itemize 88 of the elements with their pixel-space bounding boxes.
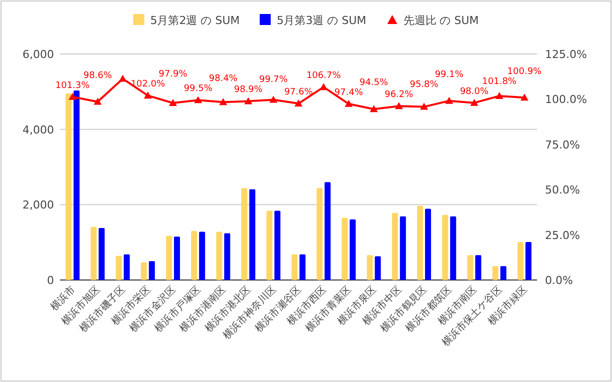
data-label: 98.0% [460,86,489,97]
data-label: 98.6% [83,70,112,81]
y2-tick-label: 25.0% [545,228,580,242]
data-label: 99.1% [434,70,464,80]
point [520,94,528,101]
bar [191,231,198,280]
bar [148,261,155,280]
bar [342,218,348,280]
bar [467,255,474,280]
point [168,98,177,106]
data-label: 100.9% [507,66,542,77]
bar [366,255,373,280]
y2-tick-label: 0.0% [545,274,573,287]
point [320,83,328,90]
bar [450,216,456,280]
bar [216,232,222,280]
point [420,102,428,110]
y-tick-label: 4,000 [22,123,54,136]
data-label: 95.8% [410,80,439,90]
legend-label: 5月第2週 の SUM [150,14,240,27]
data-label: 99.5% [184,84,213,94]
point [144,92,152,99]
point [344,100,353,107]
point [269,96,278,103]
data-label: 101.3% [55,80,90,91]
point [445,96,454,104]
data-label: 94.5% [360,78,389,88]
bar [66,94,72,280]
data-label: 97.9% [158,70,188,80]
point [118,74,127,82]
data-label: 96.2% [384,90,414,100]
bar [292,254,298,280]
bar [266,210,272,280]
data-label: 97.6% [284,88,314,98]
y-tick-label: 0 [47,274,54,287]
point [394,102,403,110]
y2-tick-label: 100.0% [545,93,587,106]
y2-tick-label: 50.0% [545,184,580,197]
bar [166,236,172,280]
bar [517,242,524,280]
bar [274,210,280,280]
bar [174,236,180,280]
data-label: 99.7% [259,75,288,86]
bar [241,188,248,280]
data-label: 98.9% [234,85,264,96]
legend-label: 5月第3週 の SUM [276,14,366,27]
bar [417,206,424,280]
point [370,105,378,112]
y-tick-label: 6,000 [22,48,54,61]
bar [392,212,398,280]
bar [316,188,323,280]
data-label: 106.7% [306,71,342,82]
bar [400,216,406,280]
y2-tick-label: 125.0% [545,48,587,61]
point [68,92,77,100]
point [495,92,504,99]
bar [224,233,230,280]
bar [116,256,122,280]
bar [90,226,97,280]
data-label: 98.4% [208,74,238,84]
point [294,100,302,107]
bar [98,228,105,280]
data-label: 102.0% [130,80,166,90]
bar [124,254,130,280]
bar [350,219,356,280]
y2-tick-label: 75.0% [545,138,580,152]
point [470,98,478,106]
bar [374,256,381,280]
bar [74,90,80,280]
bar [425,208,432,280]
bar [492,266,498,280]
y-tick-label: 2,000 [22,198,54,212]
point [94,98,102,105]
bar [500,266,506,280]
point [219,98,228,106]
bar [140,262,147,280]
point [244,97,252,104]
point [194,96,202,104]
bar [475,255,482,280]
bar [249,189,256,280]
bar [199,232,206,280]
bar [442,214,448,280]
data-label: 97.4% [334,88,364,98]
bar [324,182,331,280]
legend-label: 先週比 の SUM [403,14,479,27]
bar [300,254,306,280]
bar [525,242,532,280]
data-label: 101.8% [482,76,517,87]
